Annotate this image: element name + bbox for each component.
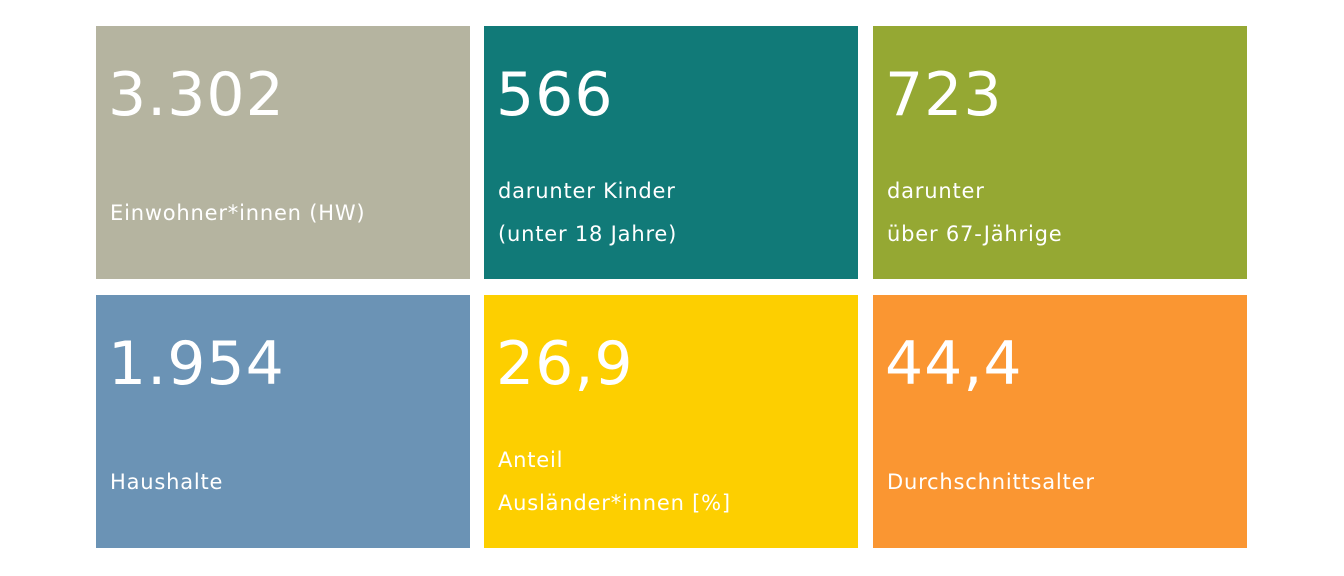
stat-label: Haushalte	[110, 439, 223, 525]
stat-tile: 3.302 Einwohner*innen (HW)	[96, 26, 470, 279]
stat-value: 3.302	[108, 60, 285, 130]
stat-value: 26,9	[496, 329, 634, 399]
stat-tile: 1.954 Haushalte	[96, 295, 470, 548]
label-line: Einwohner*innen (HW)	[110, 200, 366, 225]
stat-tile: 566 darunter Kinder (unter 18 Jahre)	[484, 26, 858, 279]
stat-value: 723	[885, 60, 1003, 130]
stat-tile: 723 darunter über 67-Jährige	[873, 26, 1247, 279]
stat-label: Anteil Ausländer*innen [%]	[498, 439, 731, 525]
label-line: Durchschnittsalter	[887, 469, 1095, 494]
stat-value: 1.954	[108, 329, 285, 399]
stat-label: Einwohner*innen (HW)	[110, 170, 365, 256]
stat-value: 566	[496, 60, 614, 130]
stat-label: Durchschnittsalter	[887, 439, 1095, 525]
label-line: (unter 18 Jahre)	[498, 222, 678, 246]
stat-value: 44,4	[885, 329, 1023, 399]
stat-tile: 26,9 Anteil Ausländer*innen [%]	[484, 295, 858, 548]
label-line: darunter	[887, 179, 985, 203]
stat-tile: 44,4 Durchschnittsalter	[873, 295, 1247, 548]
label-line: darunter Kinder	[498, 179, 676, 203]
label-line: Haushalte	[110, 469, 224, 494]
stat-label: darunter Kinder (unter 18 Jahre)	[498, 170, 677, 256]
label-line: Anteil	[498, 448, 564, 472]
stat-label: darunter über 67-Jährige	[887, 170, 1062, 256]
label-line: über 67-Jährige	[887, 222, 1063, 246]
label-line: Ausländer*innen [%]	[498, 491, 731, 515]
